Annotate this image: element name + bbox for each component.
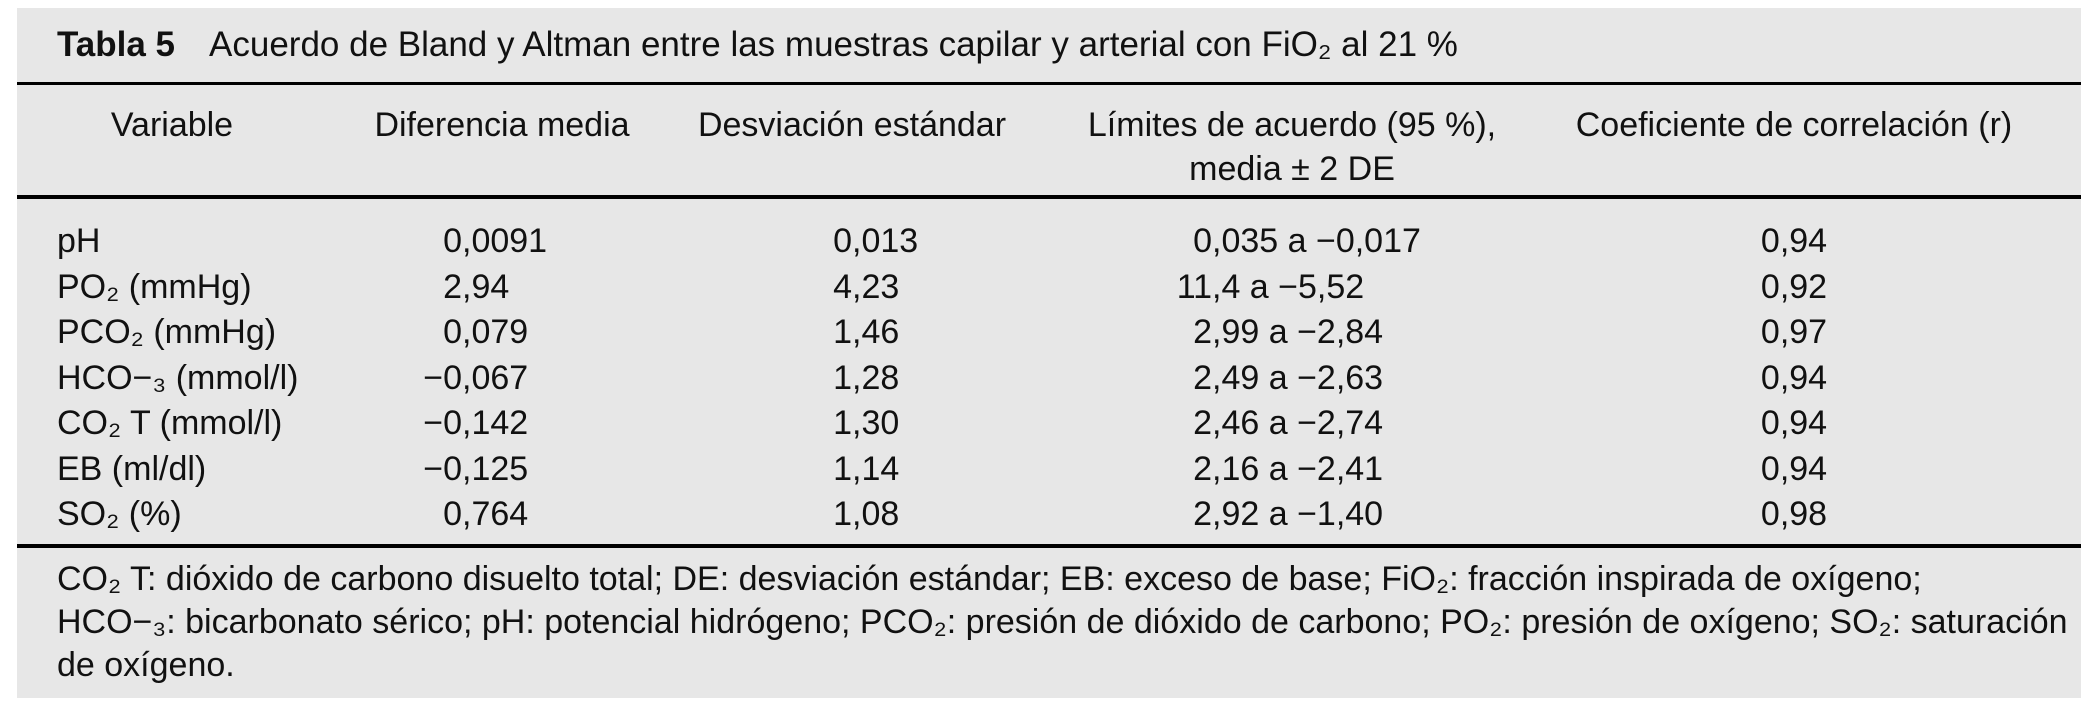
table-row: CO₂ T (mmol/l) −0,142 1,30 2,46 a −2,74 … — [17, 401, 2081, 447]
cell-variable: PO₂ (mmHg) — [57, 267, 252, 306]
cell-limites-acuerdo: 2,99 a −2,84 — [1193, 313, 1384, 351]
cell-limites-acuerdo: 2,92 a −1,40 — [1193, 495, 1384, 533]
table-number-label: Tabla 5 — [57, 25, 176, 64]
table-footnote: CO₂ T: dióxido de carbono disuelto total… — [17, 548, 2081, 687]
table-row: pH 0,0091 0,013 0,035 a −0,017 0,94 — [17, 219, 2081, 265]
cell-coeficiente-r: 0,94 — [1760, 358, 1828, 397]
cell-desviacion-estandar: 1,30 — [833, 404, 900, 442]
cell-variable: pH — [57, 222, 101, 260]
table-row: PO₂ (mmHg) 2,94 4,23 11,4 a −5,52 0,92 — [17, 265, 2081, 311]
cell-variable: CO₂ T (mmol/l) — [57, 404, 283, 442]
cell-diferencia-media: −0,067 — [423, 358, 529, 397]
cell-diferencia-media: 0,079 — [443, 313, 529, 351]
table-title-text: Acuerdo de Bland y Altman entre las mues… — [209, 25, 1458, 64]
cell-diferencia-media: −0,142 — [423, 404, 529, 442]
column-header-variable: Variable — [110, 106, 234, 144]
cell-variable: EB (ml/dl) — [57, 449, 207, 488]
cell-limites-acuerdo: 2,49 a −2,63 — [1193, 358, 1384, 397]
cell-desviacion-estandar: 1,46 — [833, 313, 900, 351]
table-body: pH 0,0091 0,013 0,035 a −0,017 0,94 PO₂ … — [17, 199, 2081, 548]
table-row: HCO−₃ (mmol/l) −0,067 1,28 2,49 a −2,63 … — [17, 356, 2081, 402]
cell-diferencia-media: 0,764 — [443, 495, 529, 533]
cell-coeficiente-r: 0,92 — [1760, 267, 1828, 306]
cell-desviacion-estandar: 4,23 — [833, 267, 900, 306]
table-caption: Tabla 5 Acuerdo de Bland y Altman entre … — [17, 8, 2081, 85]
cell-coeficiente-r: 0,94 — [1760, 449, 1828, 488]
cell-diferencia-media: 0,0091 — [443, 222, 548, 260]
cell-desviacion-estandar: 1,28 — [833, 358, 900, 397]
cell-limites-acuerdo: 11,4 a −5,52 — [1176, 267, 1365, 306]
footnote-line: de oxígeno. — [57, 646, 235, 684]
column-header-desviacion-estandar: Desviación estándar — [697, 106, 1007, 144]
cell-limites-acuerdo: 2,46 a −2,74 — [1193, 404, 1384, 442]
cell-variable: PCO₂ (mmHg) — [57, 313, 277, 351]
cell-coeficiente-r: 0,98 — [1760, 495, 1828, 533]
cell-variable: HCO−₃ (mmol/l) — [57, 358, 299, 397]
table-header-row: Variable Diferencia media Desviación est… — [17, 85, 2081, 199]
cell-diferencia-media: 2,94 — [443, 267, 510, 306]
cell-diferencia-media: −0,125 — [423, 449, 529, 488]
table-row: PCO₂ (mmHg) 0,079 1,46 2,99 a −2,84 0,97 — [17, 310, 2081, 356]
cell-limites-acuerdo: 2,16 a −2,41 — [1193, 449, 1384, 488]
cell-coeficiente-r: 0,94 — [1760, 222, 1828, 260]
cell-desviacion-estandar: 1,08 — [833, 495, 900, 533]
column-header-diferencia-media: Diferencia media — [374, 106, 630, 144]
cell-variable: SO₂ (%) — [57, 495, 182, 533]
footnote-line: HCO−₃: bicarbonato sérico; pH: potencial… — [57, 603, 2068, 641]
table-panel: Tabla 5 Acuerdo de Bland y Altman entre … — [17, 8, 2081, 698]
footnote-line: CO₂ T: dióxido de carbono disuelto total… — [57, 560, 1922, 598]
table-row: EB (ml/dl) −0,125 1,14 2,16 a −2,41 0,94 — [17, 447, 2081, 493]
cell-desviacion-estandar: 1,14 — [833, 449, 900, 488]
column-header-limites-acuerdo: Límites de acuerdo (95 %), media ± 2 DE — [1087, 106, 1497, 188]
cell-coeficiente-r: 0,94 — [1760, 404, 1828, 442]
column-header-coeficiente-correlacion: Coeficiente de correlación (r) — [1575, 106, 2013, 144]
cell-limites-acuerdo: 0,035 a −0,017 — [1193, 222, 1421, 260]
table-row: SO₂ (%) 0,764 1,08 2,92 a −1,40 0,98 — [17, 492, 2081, 538]
cell-coeficiente-r: 0,97 — [1760, 313, 1828, 351]
cell-desviacion-estandar: 0,013 — [833, 222, 919, 260]
